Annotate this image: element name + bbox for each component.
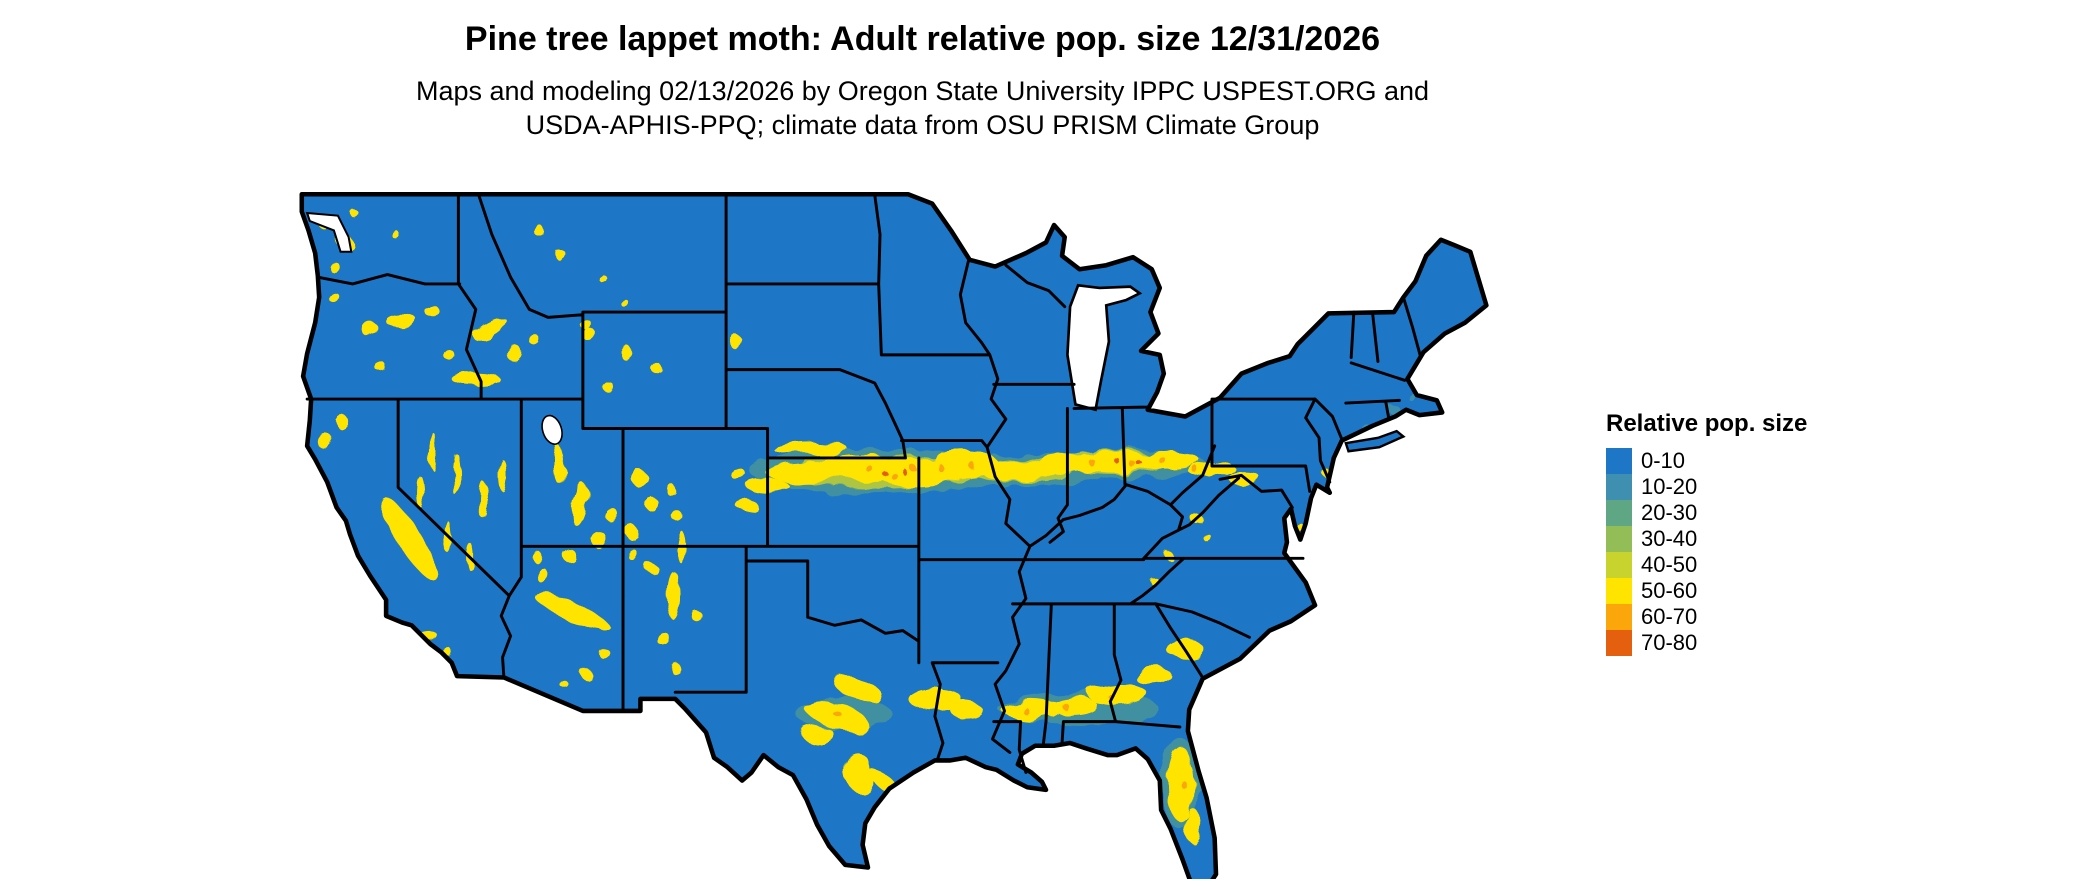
lakes bbox=[305, 211, 1143, 445]
legend-item: 10-20 bbox=[1606, 474, 1807, 500]
legend-label: 30-40 bbox=[1641, 526, 1698, 551]
state-boundaries bbox=[305, 192, 1423, 774]
lake-michigan bbox=[1066, 283, 1143, 412]
legend-swatch bbox=[1606, 526, 1632, 552]
legend-items: 0-10 10-20 20-30 30-40 40-50 50-60 60-70 70-80 bbox=[1606, 448, 1807, 656]
legend-item: 60-70 bbox=[1606, 604, 1807, 630]
legend-swatch bbox=[1606, 630, 1632, 656]
us-map-svg bbox=[275, 152, 1560, 879]
page-title: Pine tree lappet moth: Adult relative po… bbox=[464, 20, 1381, 58]
legend-label: 70-80 bbox=[1641, 630, 1698, 655]
legend: Relative pop. size 0-10 10-20 20-30 30-40 40… bbox=[1606, 410, 1807, 656]
legend-title: Relative pop. size bbox=[1606, 410, 1808, 437]
long-island bbox=[1344, 429, 1406, 453]
legend-swatch bbox=[1606, 552, 1632, 578]
legend-item: 30-40 bbox=[1606, 526, 1807, 552]
legend-swatch bbox=[1606, 474, 1632, 500]
header: Pine tree lappet moth: Adult relative po… bbox=[0, 20, 1845, 143]
legend-swatch bbox=[1606, 604, 1632, 630]
legend-label: 20-30 bbox=[1641, 500, 1698, 525]
legend-swatch bbox=[1606, 578, 1632, 604]
legend-item: 50-60 bbox=[1606, 578, 1807, 604]
legend-label: 0-10 bbox=[1641, 448, 1686, 473]
page-subtitle: Maps and modeling 02/13/2026 by Oregon S… bbox=[415, 76, 1430, 140]
us-map bbox=[275, 152, 1560, 879]
great-salt-lake bbox=[541, 414, 563, 445]
legend-label: 50-60 bbox=[1641, 578, 1698, 603]
legend-label: 60-70 bbox=[1641, 604, 1698, 629]
legend-label: 40-50 bbox=[1641, 552, 1698, 577]
legend-item: 20-30 bbox=[1606, 500, 1807, 526]
legend-item: 70-80 bbox=[1606, 630, 1807, 656]
legend-swatch bbox=[1606, 448, 1632, 474]
land-base bbox=[301, 194, 1487, 879]
legend-swatch bbox=[1606, 500, 1632, 526]
legend-item: 0-10 bbox=[1606, 448, 1807, 474]
legend-item: 40-50 bbox=[1606, 552, 1807, 578]
puget-sound bbox=[305, 211, 353, 253]
legend-label: 10-20 bbox=[1641, 474, 1698, 499]
